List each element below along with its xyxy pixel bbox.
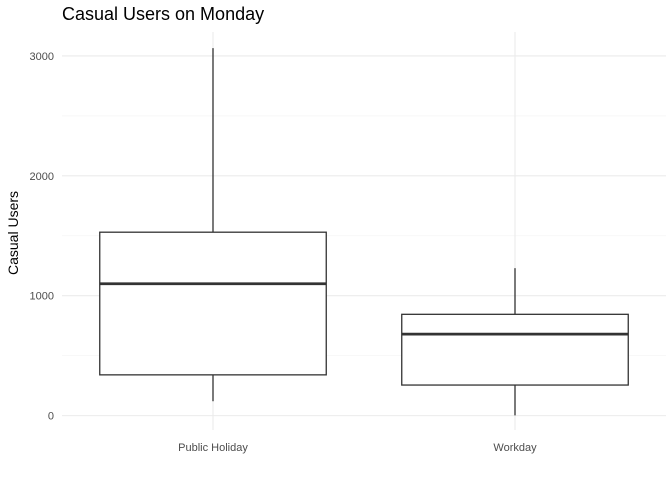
y-tick-label: 2000 xyxy=(30,171,54,183)
box-group xyxy=(401,268,629,416)
boxes xyxy=(99,48,629,416)
box-group xyxy=(99,48,327,402)
y-tick-label: 0 xyxy=(48,411,54,423)
box xyxy=(99,231,327,376)
y-axis-label: Casual Users xyxy=(5,191,21,275)
box xyxy=(401,313,629,386)
x-tick-labels: Public Holiday Workday xyxy=(178,442,537,454)
chart-title: Casual Users on Monday xyxy=(62,4,264,24)
y-tick-label: 1000 xyxy=(30,291,54,303)
x-tick-label: Workday xyxy=(493,442,537,454)
x-tick-label: Public Holiday xyxy=(178,442,248,454)
y-tick-labels: 0 1000 2000 3000 xyxy=(30,51,54,423)
y-tick-label: 3000 xyxy=(30,51,54,63)
